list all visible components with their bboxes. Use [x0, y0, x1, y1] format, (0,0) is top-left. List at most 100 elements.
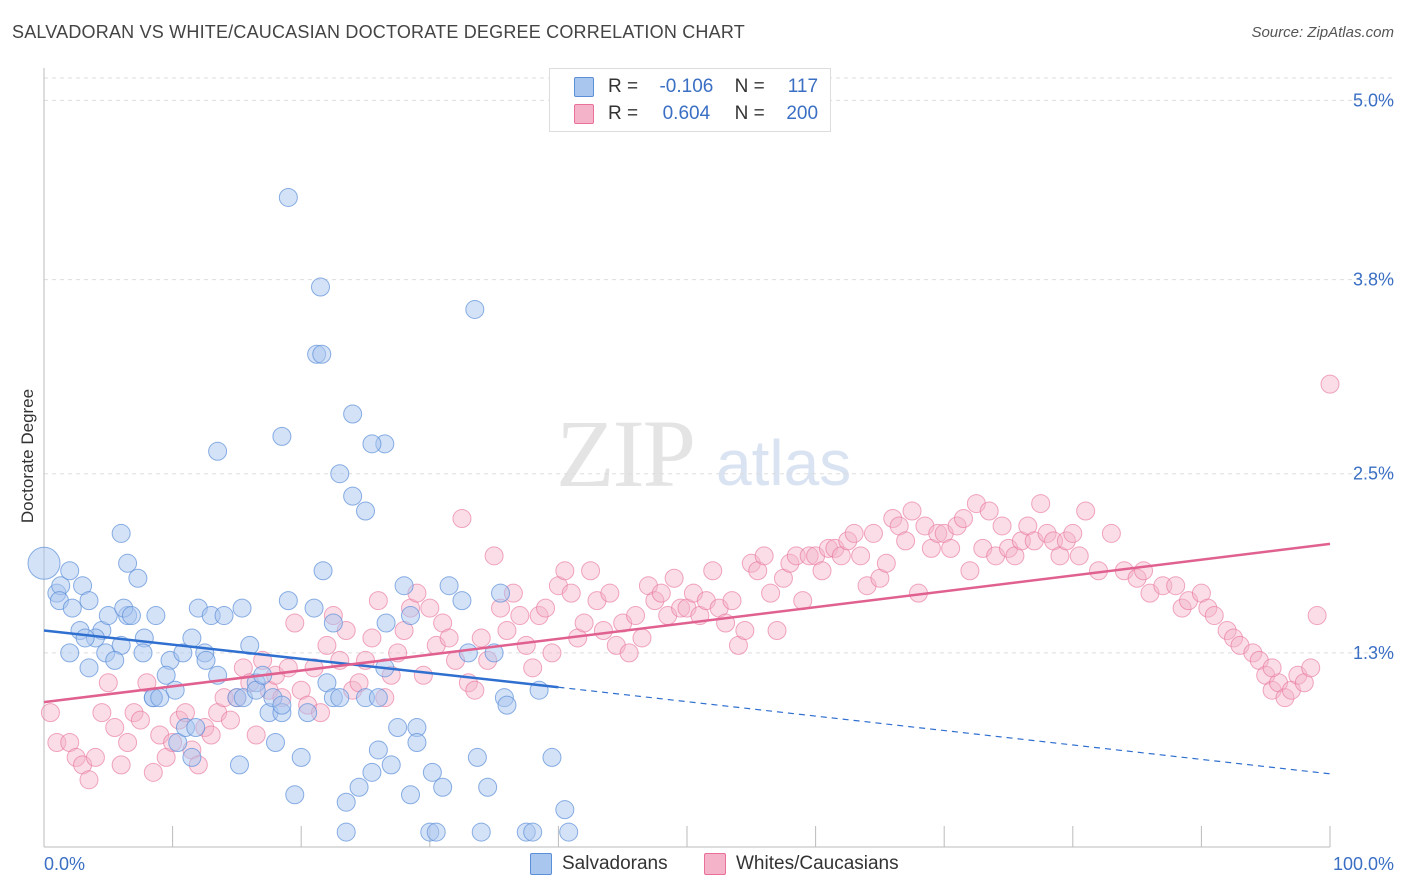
data-point-salvadorans [229, 755, 249, 775]
data-point-whites [420, 598, 440, 618]
data-point-whites [883, 508, 903, 528]
data-point-whites [98, 673, 118, 693]
data-point-whites [761, 583, 781, 603]
series-whites-caucasians [40, 374, 1340, 790]
data-point-whites [484, 546, 504, 566]
data-point-salvadorans [422, 762, 442, 782]
data-point-whites [536, 598, 556, 618]
data-point-salvadorans [278, 591, 298, 611]
data-point-salvadorans [523, 822, 543, 842]
data-point-whites [754, 546, 774, 566]
data-point-whites [992, 516, 1012, 536]
data-point-whites [812, 561, 832, 581]
data-point-whites [124, 703, 144, 723]
data-point-salvadorans [471, 822, 491, 842]
data-point-whites [516, 635, 536, 655]
data-point-salvadorans [232, 598, 252, 618]
data-point-salvadorans [79, 591, 99, 611]
data-point-salvadorans [343, 486, 363, 506]
data-point-whites [799, 546, 819, 566]
data-point-salvadorans [312, 344, 332, 364]
data-point-whites [317, 635, 337, 655]
data-point-whites [767, 620, 787, 640]
data-point-salvadorans [265, 732, 285, 752]
data-point-whites [1101, 523, 1121, 543]
data-point-whites [1224, 628, 1244, 648]
data-point-salvadorans [60, 561, 80, 581]
data-point-salvadorans [330, 688, 350, 708]
data-point-whites [581, 561, 601, 581]
data-point-salvadorans [465, 299, 485, 319]
axes [43, 68, 1331, 848]
data-point-salvadorans [75, 628, 95, 648]
data-point-salvadorans [291, 747, 311, 767]
data-point-whites [452, 508, 472, 528]
legend-text: R = 0.604 N = 200 [608, 103, 819, 124]
data-point-salvadorans [133, 643, 153, 663]
data-point-salvadorans [426, 822, 446, 842]
watermark-atlas: atlas [716, 427, 852, 499]
data-point-whites [285, 613, 305, 633]
data-point-salvadorans [439, 576, 459, 596]
x-tick-label-max: 100.0% [1333, 854, 1394, 874]
data-point-salvadorans [362, 762, 382, 782]
legend-text: R = -0.106 N = 117 [608, 76, 819, 97]
data-point-whites [439, 628, 459, 648]
data-point-whites [465, 680, 485, 700]
data-point-whites [497, 620, 517, 640]
data-point-whites [1301, 658, 1321, 678]
data-point-salvadorans [313, 561, 333, 581]
data-point-whites [79, 770, 99, 790]
data-point-salvadorans [146, 606, 166, 626]
data-point-salvadorans [121, 606, 141, 626]
data-point-whites [1134, 561, 1154, 581]
data-point-salvadorans [98, 606, 118, 626]
data-point-salvadorans [285, 785, 305, 805]
data-point-salvadorans [407, 732, 427, 752]
data-point-salvadorans [150, 688, 170, 708]
data-point-whites [863, 523, 883, 543]
data-point-whites [66, 747, 86, 767]
data-point-whites [1069, 546, 1089, 566]
watermark-zip: ZIP [556, 400, 696, 507]
data-point-whites [1307, 606, 1327, 626]
data-point-salvadorans [458, 643, 478, 663]
data-point-whites [1031, 494, 1051, 514]
data-point-salvadorans [349, 777, 369, 797]
data-point-whites [896, 531, 916, 551]
data-point-whites [619, 643, 639, 663]
data-point-whites [105, 718, 125, 738]
data-point-salvadorans [128, 568, 148, 588]
data-point-whites [40, 703, 60, 723]
data-point-salvadorans [356, 501, 375, 521]
data-point-salvadorans [323, 613, 343, 633]
data-point-whites [201, 725, 221, 745]
data-point-whites [1320, 374, 1340, 394]
data-point-salvadorans [111, 523, 131, 543]
data-point-whites [979, 501, 999, 521]
data-point-whites [111, 755, 131, 775]
data-point-whites [529, 606, 549, 626]
data-point-whites [555, 561, 575, 581]
data-point-salvadorans [196, 650, 216, 670]
data-point-whites [130, 710, 150, 730]
data-point-whites [780, 553, 800, 573]
data-point-whites [1204, 606, 1224, 626]
data-point-salvadorans [310, 277, 330, 297]
trend-line-salvadorans-extension [558, 686, 1331, 775]
data-point-whites [947, 516, 967, 536]
data-point-whites [413, 665, 433, 685]
data-point-salvadorans [60, 643, 80, 663]
data-point-whites [574, 613, 594, 633]
y-tick-label: 3.8% [1353, 270, 1394, 290]
data-point-salvadorans [362, 434, 382, 454]
legend-swatch-pink [704, 853, 726, 875]
data-point-salvadorans [452, 591, 472, 611]
data-point-salvadorans [401, 606, 421, 626]
legend-swatch-pink [574, 104, 594, 124]
data-point-salvadorans [394, 576, 414, 596]
data-point-salvadorans [186, 718, 206, 738]
series-legend: Salvadorans Whites/Caucasians [0, 850, 1406, 880]
data-point-salvadorans [168, 732, 188, 752]
